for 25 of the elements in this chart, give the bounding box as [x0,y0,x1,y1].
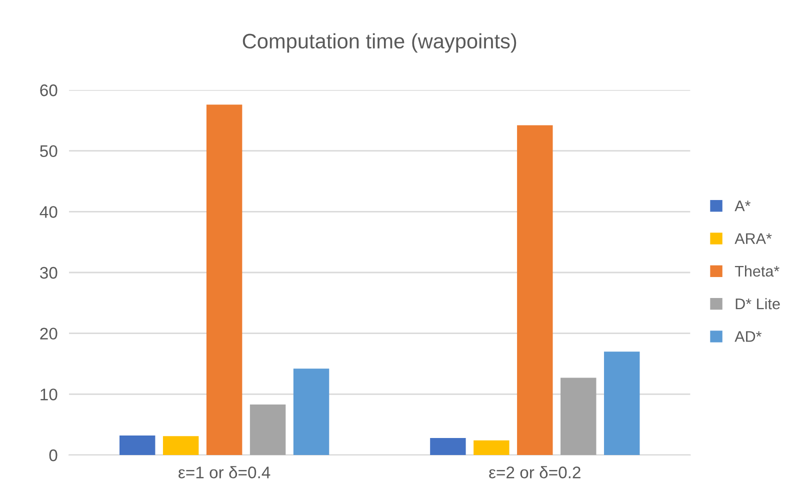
bar [206,104,242,455]
bar [250,404,286,455]
bar [604,352,640,455]
bar [430,438,466,455]
bar [293,368,330,455]
bar [517,125,553,455]
x-tick-label: ε=2 or δ=0.2 [489,466,580,478]
y-tick-label: 10 [40,388,58,400]
y-tick-label: 30 [40,266,58,279]
legend-label: AD* [734,331,762,342]
chart-title: Computation time (waypoints) [242,33,516,53]
bar [162,436,199,455]
bar [474,440,510,455]
y-tick-label: 40 [40,206,58,218]
y-tick-label: 0 [49,449,58,462]
legend-label: ARA* [734,233,772,244]
y-tick-label: 60 [40,84,58,96]
y-tick-label: 50 [40,145,58,158]
legend-label: A* [734,200,751,212]
bar [119,436,156,455]
legend-label: D* Lite [736,298,780,310]
x-tick-label: ε=1 or δ=0.4 [178,466,270,478]
bar [560,378,596,455]
legend-label: Theta* [734,265,780,277]
y-tick-label: 20 [40,328,58,340]
